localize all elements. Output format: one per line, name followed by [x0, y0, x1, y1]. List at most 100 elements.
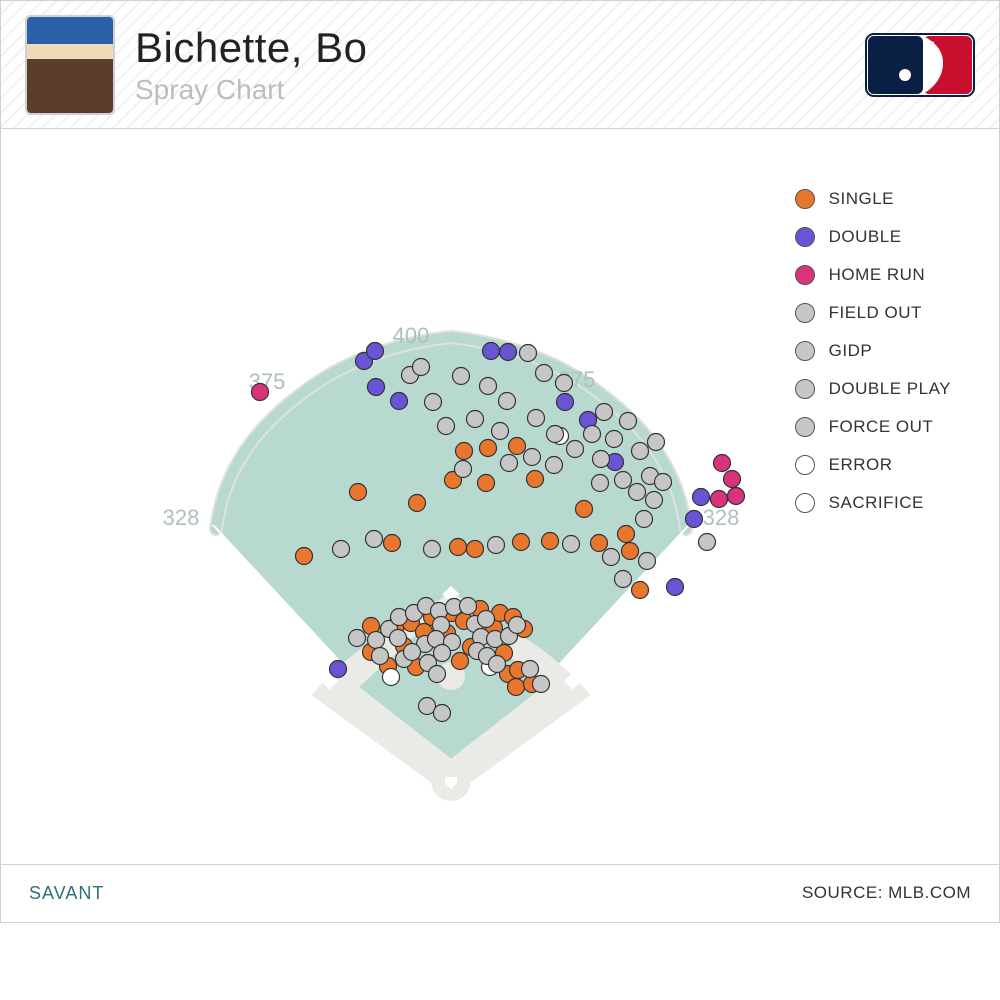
hit-marker	[404, 644, 421, 661]
hit-marker	[391, 609, 408, 626]
hit-marker	[349, 630, 366, 647]
title-block: Bichette, Bo Spray Chart	[135, 24, 865, 106]
hit-marker	[584, 426, 601, 443]
hit-marker	[520, 345, 537, 362]
legend-label: FIELD OUT	[829, 303, 922, 323]
legend-label: SACRIFICE	[829, 493, 924, 513]
hit-marker	[615, 472, 632, 489]
legend-label: SINGLE	[829, 189, 894, 209]
hit-marker	[724, 471, 741, 488]
hit-marker	[488, 537, 505, 554]
legend-swatch	[795, 455, 815, 475]
hit-marker	[524, 449, 541, 466]
hit-marker	[391, 393, 408, 410]
hit-marker	[478, 475, 495, 492]
hit-marker	[384, 535, 401, 552]
legend-label: DOUBLE	[829, 227, 902, 247]
spray-chart-card: Bichette, Bo Spray Chart 328375400375328…	[0, 0, 1000, 923]
hit-marker	[372, 648, 389, 665]
hit-marker	[390, 630, 407, 647]
hit-marker	[693, 489, 710, 506]
legend-row: GIDP	[795, 341, 951, 361]
hit-marker	[456, 443, 473, 460]
hit-marker	[509, 617, 526, 634]
hit-marker	[366, 531, 383, 548]
hit-marker	[252, 384, 269, 401]
legend-swatch	[795, 379, 815, 399]
hit-marker	[467, 411, 484, 428]
hit-marker	[648, 434, 665, 451]
hit-marker	[508, 679, 525, 696]
hit-marker	[536, 365, 553, 382]
legend-row: SINGLE	[795, 189, 951, 209]
hit-marker	[606, 431, 623, 448]
hit-marker	[453, 368, 470, 385]
hit-marker	[424, 541, 441, 558]
hit-marker	[563, 536, 580, 553]
hit-marker	[618, 526, 635, 543]
hit-marker	[452, 653, 469, 670]
hit-marker	[528, 410, 545, 427]
hit-marker	[632, 443, 649, 460]
hit-marker	[639, 553, 656, 570]
hit-marker	[567, 441, 584, 458]
hit-marker	[527, 471, 544, 488]
hit-marker	[383, 669, 400, 686]
legend-label: ERROR	[829, 455, 893, 475]
hit-marker	[636, 511, 653, 528]
mlb-logo-icon	[865, 33, 975, 97]
distance-label: 400	[393, 323, 430, 348]
chart-area: 328375400375328 SINGLEDOUBLEHOME RUNFIEL…	[1, 129, 999, 865]
distance-label: 328	[163, 505, 200, 530]
legend-row: FIELD OUT	[795, 303, 951, 323]
chart-subtitle: Spray Chart	[135, 74, 865, 106]
legend: SINGLE DOUBLE HOME RUN FIELD OUT GIDP DOUBLE …	[795, 189, 951, 531]
legend-row: DOUBLE	[795, 227, 951, 247]
hit-marker	[632, 582, 649, 599]
legend-row: SACRIFICE	[795, 493, 951, 513]
hit-marker	[591, 535, 608, 552]
distance-label: 328	[703, 505, 740, 530]
hit-marker	[434, 705, 451, 722]
hit-marker	[714, 455, 731, 472]
hit-marker	[413, 359, 430, 376]
legend-row: DOUBLE PLAY	[795, 379, 951, 399]
hit-marker	[425, 394, 442, 411]
hit-marker	[492, 423, 509, 440]
hit-marker	[576, 501, 593, 518]
hit-marker	[557, 394, 574, 411]
hit-marker	[460, 598, 477, 615]
hit-marker	[667, 579, 684, 596]
player-avatar	[25, 15, 115, 115]
hit-marker	[596, 404, 613, 421]
hit-marker	[546, 457, 563, 474]
hit-marker	[480, 378, 497, 395]
hit-marker	[350, 484, 367, 501]
hit-marker	[593, 451, 610, 468]
legend-label: HOME RUN	[829, 265, 926, 285]
footer-source: SOURCE: MLB.COM	[802, 883, 971, 904]
hit-marker	[620, 413, 637, 430]
hit-marker	[615, 571, 632, 588]
hit-marker	[467, 541, 484, 558]
hit-marker	[367, 343, 384, 360]
legend-label: GIDP	[829, 341, 873, 361]
hit-marker	[646, 492, 663, 509]
legend-swatch	[795, 189, 815, 209]
hit-marker	[500, 344, 517, 361]
legend-swatch	[795, 227, 815, 247]
hit-marker	[409, 495, 426, 512]
hit-marker	[629, 484, 646, 501]
hit-marker	[499, 393, 516, 410]
hit-marker	[522, 661, 539, 678]
hit-marker	[686, 511, 703, 528]
hit-marker	[509, 438, 526, 455]
hit-marker	[483, 343, 500, 360]
hit-marker	[699, 534, 716, 551]
legend-swatch	[795, 493, 815, 513]
hit-marker	[513, 534, 530, 551]
legend-label: DOUBLE PLAY	[829, 379, 951, 399]
hit-marker	[655, 474, 672, 491]
hit-marker	[455, 461, 472, 478]
hit-marker	[333, 541, 350, 558]
